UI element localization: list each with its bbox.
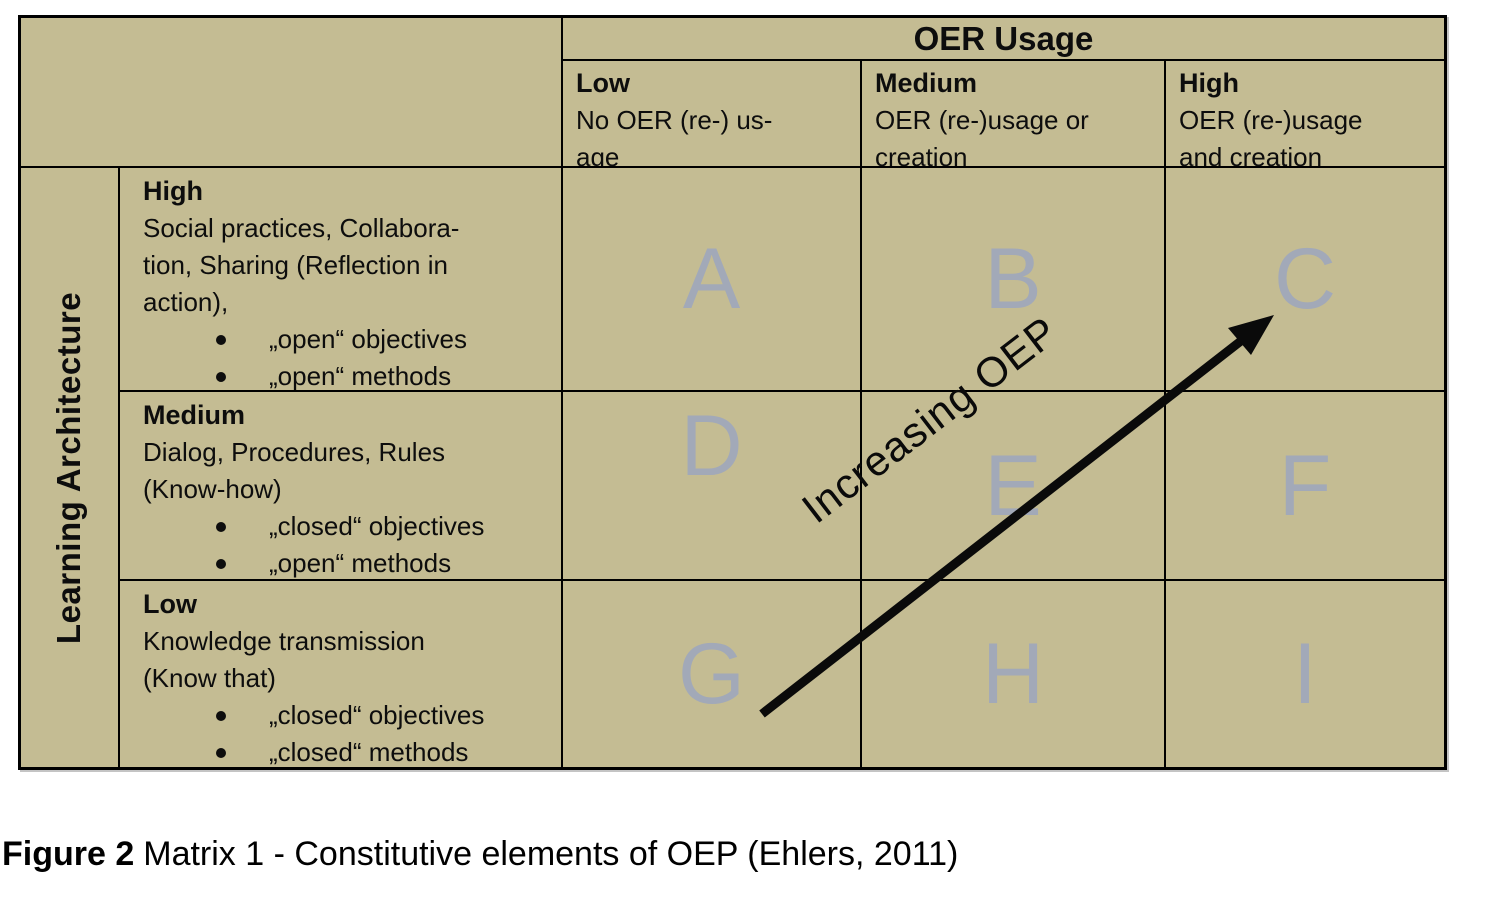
column-desc: No OER (re-) us- age bbox=[576, 105, 773, 166]
col-axis-title: OER Usage bbox=[913, 19, 1094, 57]
column-title: Medium bbox=[875, 68, 978, 98]
matrix-cell-b: B bbox=[862, 168, 1164, 390]
caption-text: Matrix 1 - Constitutive elements of OEP … bbox=[143, 835, 959, 873]
row-desc: Knowledge transmission (Know that) bbox=[143, 626, 425, 693]
matrix-cell-i: I bbox=[1166, 581, 1444, 767]
bullet-icon bbox=[216, 747, 226, 758]
column-header-low: Low No OER (re-) us- age bbox=[563, 61, 860, 166]
bullet-icon bbox=[216, 558, 226, 569]
column-desc: OER (re-)usage and creation bbox=[1179, 105, 1363, 166]
corner-cell bbox=[21, 18, 561, 166]
row-axis-header: Learning Architecture bbox=[21, 168, 118, 767]
bullet-item: „closed“ objectives bbox=[143, 508, 555, 545]
row-title: High bbox=[143, 176, 203, 206]
cell-letter: F bbox=[1278, 437, 1332, 534]
matrix-cell-g: G bbox=[563, 581, 860, 767]
row-title: Medium bbox=[143, 400, 246, 430]
row-header-high: High Social practices, Collabora- tion, … bbox=[120, 168, 561, 390]
matrix-cell-f: F bbox=[1166, 392, 1444, 579]
figure-number: Figure 2 bbox=[2, 835, 135, 873]
bullet-icon bbox=[216, 710, 226, 721]
column-header-high: High OER (re-)usage and creation bbox=[1166, 61, 1444, 166]
bullet-item: „open“ objectives bbox=[143, 321, 555, 358]
cell-letter: A bbox=[682, 231, 741, 327]
row-axis-title: Learning Architecture bbox=[50, 291, 88, 644]
row-header-medium: Medium Dialog, Procedures, Rules (Know-h… bbox=[120, 392, 561, 579]
matrix-cell-e: E bbox=[862, 392, 1164, 579]
row-desc: Dialog, Procedures, Rules (Know-how) bbox=[143, 437, 446, 504]
bullet-item: „closed“ objectives bbox=[143, 697, 555, 734]
cell-letter: G bbox=[678, 626, 745, 722]
oep-matrix-table: OER Usage Low No OER (re-) us- age Mediu… bbox=[18, 15, 1447, 770]
bullet-item: „closed“ methods bbox=[143, 734, 555, 767]
bullet-item: „open“ methods bbox=[143, 358, 555, 390]
bullet-icon bbox=[216, 521, 226, 532]
row-title: Low bbox=[143, 589, 197, 619]
cell-letter: C bbox=[1273, 231, 1337, 327]
matrix-cell-h: H bbox=[862, 581, 1164, 767]
column-title: Low bbox=[576, 68, 630, 98]
cell-letter: H bbox=[981, 626, 1045, 722]
bullet-icon bbox=[216, 371, 226, 382]
col-axis-header: OER Usage bbox=[563, 18, 1444, 59]
matrix-cell-a: A bbox=[563, 168, 860, 390]
row-header-low: Low Knowledge transmission (Know that) „… bbox=[120, 581, 561, 767]
matrix-cell-d: D bbox=[563, 392, 860, 579]
cell-letter: B bbox=[984, 231, 1042, 327]
cell-letter: D bbox=[680, 397, 743, 494]
matrix-cell-c: C bbox=[1166, 168, 1444, 390]
bullet-icon bbox=[216, 334, 226, 345]
figure-caption: Figure 2 Matrix 1 - Constitutive elements… bbox=[2, 835, 958, 874]
column-desc: OER (re-)usage or creation bbox=[875, 105, 1089, 166]
bullet-item: „open“ methods bbox=[143, 545, 555, 579]
cell-letter: E bbox=[984, 437, 1042, 534]
row-desc: Social practices, Collabora- tion, Shari… bbox=[143, 213, 460, 317]
column-header-medium: Medium OER (re-)usage or creation bbox=[862, 61, 1164, 166]
cell-letter: I bbox=[1293, 626, 1317, 722]
column-title: High bbox=[1179, 68, 1239, 98]
